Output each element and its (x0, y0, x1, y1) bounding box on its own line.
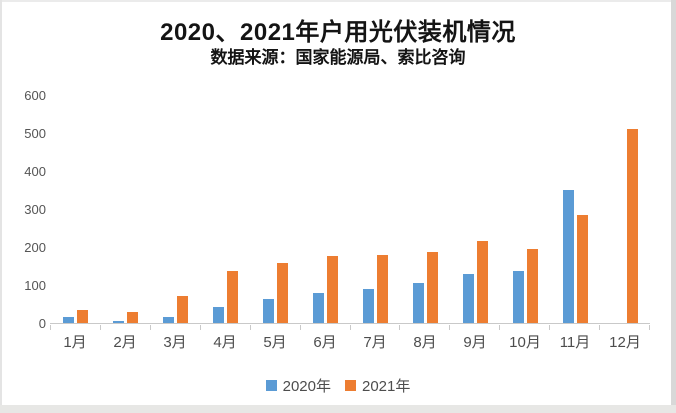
bar-2020年-11月 (562, 190, 574, 323)
y-tick-label: 0 (38, 316, 46, 331)
chart-title: 2020、2021年户用光伏装机情况 (160, 19, 516, 46)
y-tick-label: 300 (24, 202, 46, 217)
x-axis-tick (549, 325, 599, 330)
legend-label: 2020年 (282, 378, 331, 395)
bar-2021年-4月 (226, 271, 238, 323)
x-label-11月: 11月 (559, 334, 591, 351)
image-border-bottom (0, 405, 676, 413)
legend-item-2020年: 2020年 (265, 375, 331, 396)
bar-group-11月 (550, 96, 600, 323)
bar-2021年-12月 (626, 129, 638, 323)
bar-2021年-8月 (426, 251, 438, 323)
x-label-9月: 9月 (463, 334, 487, 351)
chart-subtitle: 数据来源：国家能源局、索比咨询 (210, 48, 466, 67)
x-axis-tick (499, 325, 549, 330)
bar-2021年-5月 (276, 262, 288, 323)
bar-2021年-1月 (76, 310, 88, 323)
bar-group-6月 (300, 96, 350, 323)
bar-group-2月 (100, 96, 150, 323)
bar-2020年-1月 (62, 317, 74, 323)
plot-area (50, 96, 650, 324)
bar-2021年-3月 (176, 296, 188, 323)
y-tick-label: 600 (24, 88, 46, 103)
y-tick-label: 100 (24, 278, 46, 293)
bar-2020年-10月 (512, 270, 524, 323)
x-axis-tick (449, 325, 499, 330)
bar-2020年-7月 (362, 288, 374, 323)
bar-group-9月 (450, 96, 500, 323)
x-label-7月: 7月 (363, 334, 387, 351)
x-axis-tick (399, 325, 449, 330)
bar-2020年-4月 (212, 307, 224, 323)
bar-group-7月 (350, 96, 400, 323)
x-label-6月: 6月 (313, 334, 337, 351)
x-label-10月: 10月 (509, 334, 541, 351)
bar-2020年-9月 (462, 273, 474, 323)
x-label-3月: 3月 (163, 334, 187, 351)
x-label-5月: 5月 (263, 334, 287, 351)
x-axis-tick (249, 325, 300, 330)
bar-group-12月 (600, 96, 650, 323)
bar-2021年-10月 (526, 248, 538, 323)
image-border-top (0, 0, 676, 2)
bar-2020年-6月 (312, 293, 324, 323)
legend-swatch-icon (345, 380, 356, 391)
bar-group-3月 (150, 96, 200, 323)
x-axis-tick (349, 325, 400, 330)
bar-2021年-9月 (476, 240, 488, 323)
bar-group-4月 (200, 96, 250, 323)
x-axis-tick (50, 325, 100, 330)
y-tick-label: 400 (24, 164, 46, 179)
x-axis-tick (199, 325, 250, 330)
x-axis-tick (99, 325, 150, 330)
x-label-1月: 1月 (63, 334, 87, 351)
x-axis-tick (149, 325, 200, 330)
x-axis-ticks (50, 325, 651, 330)
x-label-12月: 12月 (609, 334, 641, 351)
x-axis-tick (299, 325, 350, 330)
bar-2021年-7月 (376, 254, 388, 323)
bar-2020年-5月 (262, 299, 274, 323)
x-label-4月: 4月 (213, 334, 237, 351)
legend-item-2021年: 2021年 (345, 375, 410, 396)
bar-2021年-11月 (576, 214, 588, 323)
y-tick-label: 500 (24, 126, 46, 141)
bar-2021年-6月 (326, 256, 338, 323)
bar-group-5月 (250, 96, 300, 323)
x-axis-labels: 1月 2月 3月 4月 5月 6月 7月 8月 9月 10月 11月 12月 (50, 334, 650, 352)
bar-2020年-3月 (162, 317, 174, 323)
bar-2020年-2月 (112, 321, 124, 323)
x-label-2月: 2月 (113, 334, 137, 351)
bar-group-10月 (500, 96, 550, 323)
legend-label: 2021年 (362, 378, 411, 395)
x-label-8月: 8月 (413, 334, 437, 351)
bar-2021年-2月 (126, 311, 138, 323)
bar-group-8月 (400, 96, 450, 323)
bar-2020年-8月 (412, 283, 424, 323)
bar-group-1月 (50, 96, 100, 323)
legend-swatch-icon (265, 380, 277, 391)
legend: 2020年 2021年 (0, 375, 676, 396)
y-tick-label: 200 (24, 240, 46, 255)
x-axis-tick (599, 325, 651, 330)
